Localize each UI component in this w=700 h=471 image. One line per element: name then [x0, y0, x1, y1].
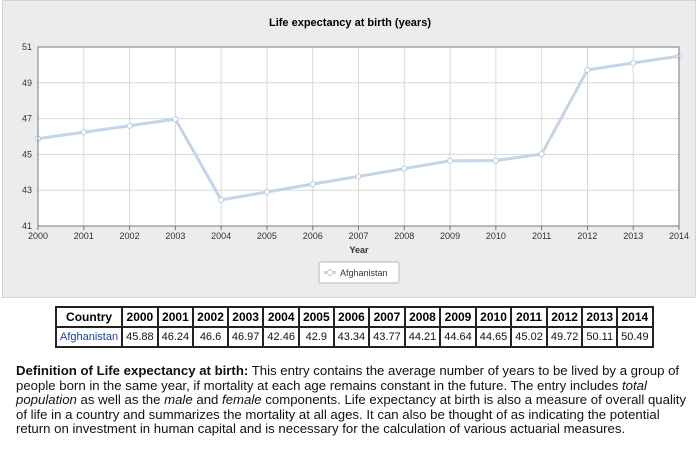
x-tick-label: 2007	[348, 231, 368, 241]
table-cell: 46.97	[226, 326, 265, 348]
column-header-year: 2012	[545, 306, 584, 328]
table-cell: 45.02	[510, 326, 548, 348]
data-point[interactable]	[538, 150, 545, 158]
y-tick-label: 43	[22, 185, 32, 195]
definition-emphasis-male: male	[164, 392, 193, 408]
table-cell: 44.65	[474, 326, 513, 348]
data-point[interactable]	[263, 188, 271, 196]
definition-paragraph: Definition of Life expectancy at birth: …	[16, 363, 688, 437]
table-row: Afghanistan 45.88 46.24 46.6 46.97 42.46 42.9 4…	[54, 326, 654, 348]
column-header-year: 2004	[262, 306, 300, 328]
column-header-year: 2013	[581, 306, 619, 328]
chart-title: Life expectancy at birth (years)	[269, 17, 431, 29]
table-cell: 50.49	[616, 326, 654, 348]
y-tick-label: 41	[22, 221, 32, 231]
life-expectancy-chart: Life expectancy at birth (years) 4143454…	[22, 17, 689, 284]
data-point[interactable]	[218, 196, 225, 203]
definition-text-4: components. Life expectancy at birth is …	[16, 392, 687, 437]
plot-border	[37, 46, 680, 227]
definition-emphasis-total-population: total population	[16, 377, 647, 408]
table-cell: 43.77	[368, 326, 406, 348]
x-tick-label: 2010	[486, 231, 506, 241]
x-tick-label: 2012	[577, 231, 597, 241]
table-cell: 49.72	[545, 326, 584, 348]
x-tick-label: 2005	[257, 231, 277, 241]
x-tick-label: 2011	[532, 231, 551, 241]
chart-panel: Life expectancy at birth (years) 41 43 45 4…	[2, 0, 696, 298]
column-header-year: 2005	[297, 306, 335, 328]
column-header-year: 2010	[474, 306, 513, 328]
legend-box	[318, 261, 400, 284]
table-cell: 46.24	[156, 326, 195, 348]
x-tick-label: 2013	[623, 231, 643, 241]
table-cell: 43.34	[332, 326, 371, 348]
x-tick-label: 2008	[394, 231, 414, 241]
data-point[interactable]	[80, 129, 87, 136]
country-link[interactable]: Afghanistan	[54, 326, 124, 348]
table-cell: 42.46	[262, 326, 300, 348]
column-header-year: 2002	[192, 306, 229, 328]
x-axis-label: Year	[349, 245, 369, 255]
data-point[interactable]	[309, 181, 316, 188]
table-cell: 50.11	[581, 326, 619, 348]
definition-emphasis-female: female	[222, 392, 262, 408]
column-header-year: 2001	[156, 306, 195, 328]
data-point[interactable]	[126, 122, 133, 129]
data-point[interactable]	[584, 66, 591, 74]
data-point[interactable]	[355, 173, 362, 180]
data-point[interactable]	[630, 59, 637, 67]
column-header-year: 2008	[403, 306, 442, 328]
x-tick-label: 2009	[440, 231, 460, 241]
table-cell: 45.88	[121, 326, 159, 348]
x-tick-label: 2002	[120, 231, 140, 241]
table-header-row: Country 2000 2001 2002 2003 2004 2005 2006 2007 2…	[54, 306, 654, 328]
x-tick-label: 2014	[669, 231, 689, 241]
x-tick-label: 2006	[303, 231, 323, 241]
column-header-year: 2009	[439, 306, 477, 328]
definition-text-2: as well as the	[76, 392, 165, 408]
data-point[interactable]	[172, 116, 179, 123]
y-tick-label: 47	[22, 114, 32, 124]
column-header-year: 2000	[121, 306, 159, 328]
table-cell: 42.9	[297, 326, 335, 348]
column-header-country: Country	[54, 306, 124, 328]
x-axis: 2000 2001 2002 2003 2004 2005 2006 2007 2008 2009…	[28, 226, 689, 241]
data-point[interactable]	[492, 157, 499, 164]
definition-label: Definition of Life expectancy at birth:	[16, 363, 249, 378]
data-point[interactable]	[446, 157, 454, 164]
x-tick-label: 2004	[211, 231, 231, 241]
column-header-year: 2003	[226, 306, 265, 328]
definition-text-3: and	[192, 392, 223, 408]
table-cell: 44.21	[403, 326, 442, 348]
column-header-year: 2014	[616, 306, 654, 328]
y-axis: 41 43 45 47 49 51	[22, 42, 32, 231]
column-header-year: 2006	[332, 306, 371, 328]
legend-marker-icon	[325, 268, 335, 277]
life-expectancy-table: Country 2000 2001 2002 2003 2004 2005 2006 2007 2…	[54, 306, 654, 348]
column-header-year: 2011	[510, 306, 548, 328]
legend-label-afghanistan: Afghanistan	[340, 268, 388, 278]
y-tick-label: 45	[22, 149, 32, 159]
table-cell: 46.6	[192, 326, 229, 348]
x-tick-label: 2003	[165, 231, 185, 241]
definition-text-1: This entry contains the average number o…	[16, 363, 680, 393]
x-tick-label: 2001	[74, 231, 94, 241]
data-point[interactable]	[401, 165, 408, 172]
table-cell: 44.64	[439, 326, 477, 348]
x-tick-label: 2000	[28, 231, 48, 241]
y-tick-label: 49	[22, 78, 32, 88]
table-body: Afghanistan 45.88 46.24 46.6 46.97 42.46 42.9 4…	[54, 326, 654, 348]
column-header-year: 2007	[368, 306, 406, 328]
y-tick-label: 51	[22, 42, 32, 52]
legend[interactable]: Afghanistan	[318, 261, 400, 284]
